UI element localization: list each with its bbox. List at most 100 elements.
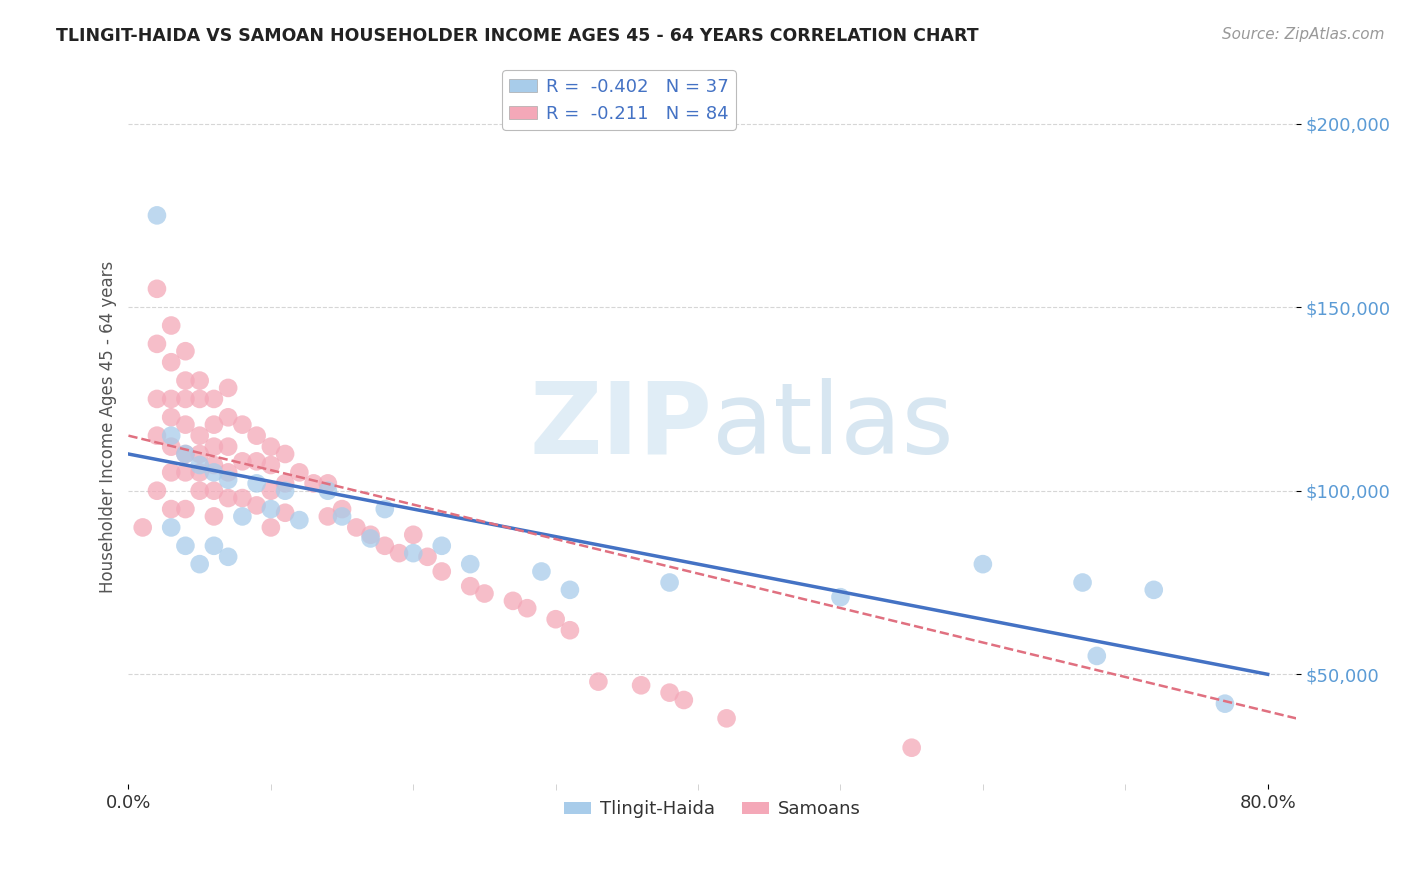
Point — [330, 509, 353, 524]
Point — [202, 509, 225, 524]
Point — [502, 594, 524, 608]
Point — [160, 466, 183, 480]
Point — [146, 392, 169, 406]
Point — [146, 208, 169, 222]
Point — [288, 513, 311, 527]
Point — [174, 502, 197, 516]
Point — [174, 417, 197, 432]
Text: Source: ZipAtlas.com: Source: ZipAtlas.com — [1222, 27, 1385, 42]
Point — [202, 458, 225, 472]
Point — [458, 579, 481, 593]
Point — [402, 528, 425, 542]
Point — [416, 549, 439, 564]
Point — [202, 466, 225, 480]
Point — [558, 624, 581, 638]
Point — [202, 392, 225, 406]
Point — [217, 549, 239, 564]
Point — [274, 506, 297, 520]
Point — [344, 520, 367, 534]
Point — [160, 440, 183, 454]
Point — [672, 693, 695, 707]
Point — [544, 612, 567, 626]
Point — [202, 417, 225, 432]
Y-axis label: Householder Income Ages 45 - 64 years: Householder Income Ages 45 - 64 years — [100, 260, 117, 592]
Point — [188, 557, 211, 571]
Point — [274, 447, 297, 461]
Point — [1213, 697, 1236, 711]
Point — [630, 678, 652, 692]
Point — [174, 447, 197, 461]
Point — [160, 392, 183, 406]
Point — [132, 520, 155, 534]
Point — [260, 502, 283, 516]
Point — [330, 502, 353, 516]
Point — [231, 509, 253, 524]
Point — [174, 374, 197, 388]
Point — [1143, 582, 1166, 597]
Point — [430, 539, 453, 553]
Point — [316, 476, 339, 491]
Point — [246, 428, 269, 442]
Point — [260, 520, 283, 534]
Point — [558, 582, 581, 597]
Point — [260, 458, 283, 472]
Point — [388, 546, 411, 560]
Point — [474, 586, 496, 600]
Point — [146, 282, 169, 296]
Text: TLINGIT-HAIDA VS SAMOAN HOUSEHOLDER INCOME AGES 45 - 64 YEARS CORRELATION CHART: TLINGIT-HAIDA VS SAMOAN HOUSEHOLDER INCO… — [56, 27, 979, 45]
Point — [202, 483, 225, 498]
Point — [830, 590, 852, 604]
Point — [160, 318, 183, 333]
Point — [160, 520, 183, 534]
Text: ZIP: ZIP — [530, 378, 713, 475]
Point — [217, 440, 239, 454]
Point — [900, 740, 922, 755]
Point — [146, 483, 169, 498]
Point — [1085, 648, 1108, 663]
Point — [231, 454, 253, 468]
Point — [658, 686, 681, 700]
Point — [658, 575, 681, 590]
Point — [146, 428, 169, 442]
Point — [516, 601, 538, 615]
Point — [1071, 575, 1094, 590]
Legend: Tlingit-Haida, Samoans: Tlingit-Haida, Samoans — [557, 793, 868, 825]
Point — [146, 337, 169, 351]
Point — [588, 674, 610, 689]
Point — [174, 344, 197, 359]
Point — [260, 440, 283, 454]
Text: atlas: atlas — [713, 378, 953, 475]
Point — [316, 509, 339, 524]
Point — [217, 466, 239, 480]
Point — [202, 440, 225, 454]
Point — [174, 447, 197, 461]
Point — [360, 532, 382, 546]
Point — [188, 428, 211, 442]
Point — [402, 546, 425, 560]
Point — [217, 473, 239, 487]
Point — [288, 466, 311, 480]
Point — [160, 355, 183, 369]
Point — [972, 557, 994, 571]
Point — [188, 466, 211, 480]
Point — [430, 565, 453, 579]
Point — [202, 539, 225, 553]
Point — [316, 483, 339, 498]
Point — [231, 417, 253, 432]
Point — [274, 476, 297, 491]
Point — [217, 410, 239, 425]
Point — [160, 410, 183, 425]
Point — [188, 374, 211, 388]
Point — [274, 483, 297, 498]
Point — [302, 476, 325, 491]
Point — [260, 483, 283, 498]
Point — [160, 428, 183, 442]
Point — [217, 491, 239, 505]
Point — [188, 447, 211, 461]
Point — [188, 483, 211, 498]
Point — [188, 392, 211, 406]
Point — [231, 491, 253, 505]
Point — [174, 539, 197, 553]
Point — [246, 476, 269, 491]
Point — [360, 528, 382, 542]
